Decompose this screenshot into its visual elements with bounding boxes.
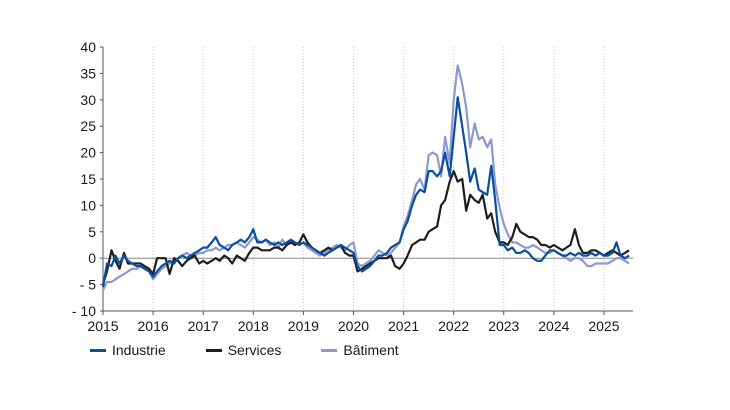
legend-swatch (205, 348, 222, 352)
y-tick-label: - 5 (80, 277, 97, 293)
x-tick-label: 2021 (388, 318, 419, 334)
legend-swatch (321, 348, 338, 352)
y-tick-label: - 10 (72, 303, 96, 319)
x-tick-label: 2016 (138, 318, 169, 334)
y-tick-label: 35 (80, 65, 96, 81)
x-tick-label: 2022 (438, 318, 469, 334)
y-tick-label: 5 (88, 224, 96, 240)
y-tick-label: 30 (80, 92, 96, 108)
legend-label: Services (227, 342, 282, 358)
legend-swatch (90, 348, 106, 352)
y-tick-label: 20 (80, 145, 96, 161)
legend-item: Industrie (90, 342, 166, 358)
legend: Industrie Services Bâtiment (90, 342, 399, 358)
legend-item: Bâtiment (321, 342, 399, 358)
series-line-services (101, 170, 630, 285)
legend-item: Services (205, 342, 282, 358)
legend-label: Industrie (112, 342, 166, 358)
series-line-industrie (101, 96, 630, 288)
x-tick-label: 2023 (488, 318, 519, 334)
x-tick-label: 2024 (538, 318, 569, 334)
y-tick-label: 25 (80, 118, 96, 134)
x-tick-label: 2020 (338, 318, 369, 334)
x-tick-label: 2015 (87, 318, 118, 334)
y-tick-label: 10 (80, 197, 96, 213)
x-tick-label: 2025 (588, 318, 619, 334)
x-tick-label: 2017 (188, 318, 219, 334)
y-tick-label: 15 (80, 171, 96, 187)
x-tick-label: 2018 (238, 318, 269, 334)
x-tick-label: 2019 (288, 318, 319, 334)
y-tick-label: 0 (88, 250, 96, 266)
y-tick-label: 40 (80, 39, 96, 55)
legend-label: Bâtiment (343, 342, 399, 358)
